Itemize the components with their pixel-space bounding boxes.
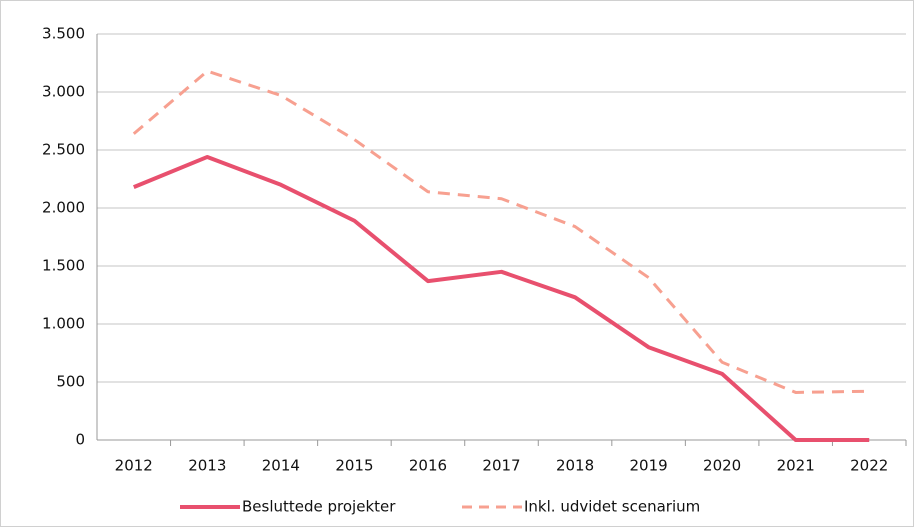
x-tick-label: 2022 [850,457,888,475]
y-tick-label: 3.500 [42,25,85,43]
y-tick-label: 1.000 [42,315,85,333]
y-tick-label: 0 [75,431,85,449]
x-tick-label: 2021 [777,457,815,475]
y-tick-label: 3.000 [42,83,85,101]
y-tick-label: 2.000 [42,199,85,217]
x-tick-label: 2017 [482,457,520,475]
series-line [133,154,870,442]
x-tick-label: 2014 [262,457,300,475]
x-tick-label: 2016 [409,457,447,475]
y-tick-label: 1.500 [42,257,85,275]
x-tick-label: 2015 [335,457,373,475]
x-tick-label: 2019 [629,457,667,475]
legend-label: Besluttede projekter [242,498,396,516]
x-tick-label: 2012 [115,457,153,475]
series-line [132,69,870,394]
y-tick-label: 2.500 [42,141,85,159]
x-tick-label: 2013 [188,457,226,475]
x-tick-label: 2018 [556,457,594,475]
y-tick-label: 500 [56,373,85,391]
legend-label: Inkl. udvidet scenarium [524,498,700,516]
x-tick-label: 2020 [703,457,741,475]
